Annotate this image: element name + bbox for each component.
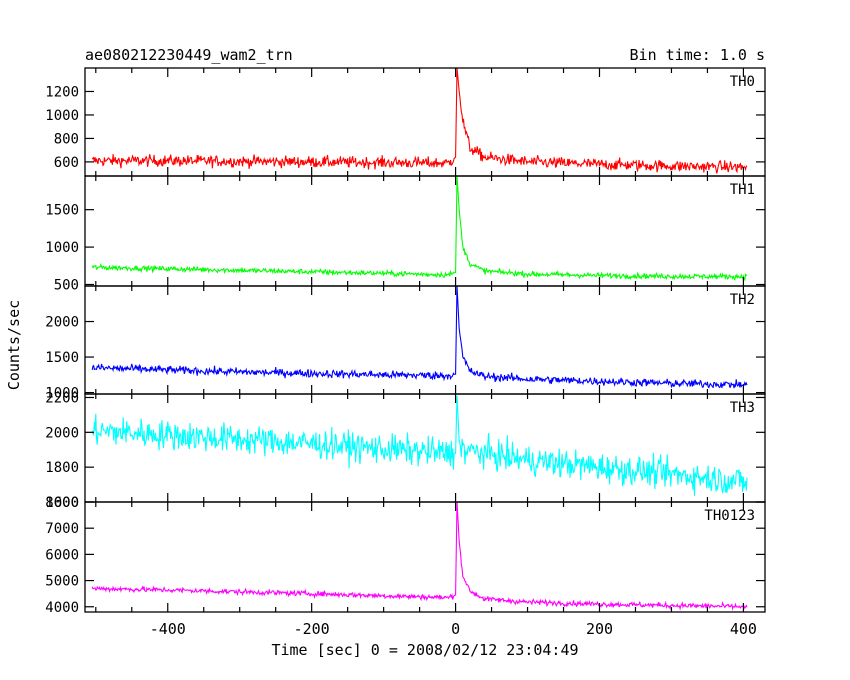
panel-label: TH2 (730, 292, 755, 308)
y-tick-label: 1500 (45, 203, 79, 219)
panel-th0: 600 800 1000 1200 TH0 (45, 67, 766, 177)
panel-th3: 1600 1800 2000 2200 TH3 (45, 390, 766, 511)
x-axis-label: Time [sec] 0 = 2008/02/12 23:04:49 (271, 641, 578, 659)
x-tick-label: -200 (294, 620, 330, 638)
x-tick-label: 0 (451, 620, 460, 638)
y-tick-label: 1500 (45, 350, 79, 366)
y-tick-label: 8000 (45, 495, 79, 511)
panel-frame (84, 175, 766, 287)
y-tick-label: 600 (54, 155, 79, 171)
y-tick-label: 1000 (45, 240, 79, 256)
series-line-th1 (91, 176, 748, 282)
y-tick-label: 1800 (45, 460, 79, 476)
x-tick-label: 200 (586, 620, 613, 638)
y-tick-label: 5000 (45, 574, 79, 590)
y-tick-label: 800 (54, 131, 79, 147)
x-tick-label: 400 (730, 620, 757, 638)
panel-th0123: 4000 5000 6000 7000 8000 TH0123 (45, 495, 766, 616)
panels-group: 600 800 1000 1200 TH0 500 1000 1500 TH1 1000 1500 2… (45, 67, 766, 616)
series-line-th2 (91, 286, 748, 389)
y-tick-label: 4000 (45, 600, 79, 616)
y-axis-label: Counts/sec (5, 300, 23, 390)
panel-th2: 1000 1500 2000 TH2 (45, 285, 766, 402)
y-tick-label: 7000 (45, 521, 79, 537)
series-line-th0123 (91, 502, 748, 611)
y-tick-label: 500 (54, 278, 79, 294)
bin-time-label: Bin time: 1.0 s (630, 46, 765, 64)
panel-label: TH0 (730, 74, 755, 90)
panel-frame (84, 501, 766, 613)
panel-th1: 500 1000 1500 TH1 (45, 175, 766, 294)
series-line-th0 (91, 68, 748, 174)
y-tick-label: 2000 (45, 315, 79, 331)
y-tick-label: 2000 (45, 425, 79, 441)
panel-label: TH3 (730, 400, 755, 416)
panel-label: TH0123 (704, 508, 755, 524)
y-tick-label: 6000 (45, 547, 79, 563)
series-line-th3 (91, 395, 748, 496)
chart-title: ae080212230449_wam2_trn (85, 46, 293, 64)
y-tick-label: 1600 (45, 495, 79, 511)
x-tick-label: -400 (150, 620, 186, 638)
y-tick-label: 1000 (45, 108, 79, 124)
y-tick-label: 2200 (45, 390, 79, 406)
y-tick-label: 1000 (45, 386, 79, 402)
x-axis: -400 -200 0 200 400 (150, 620, 757, 638)
panel-label: TH1 (730, 182, 755, 198)
y-tick-label: 1200 (45, 84, 79, 100)
